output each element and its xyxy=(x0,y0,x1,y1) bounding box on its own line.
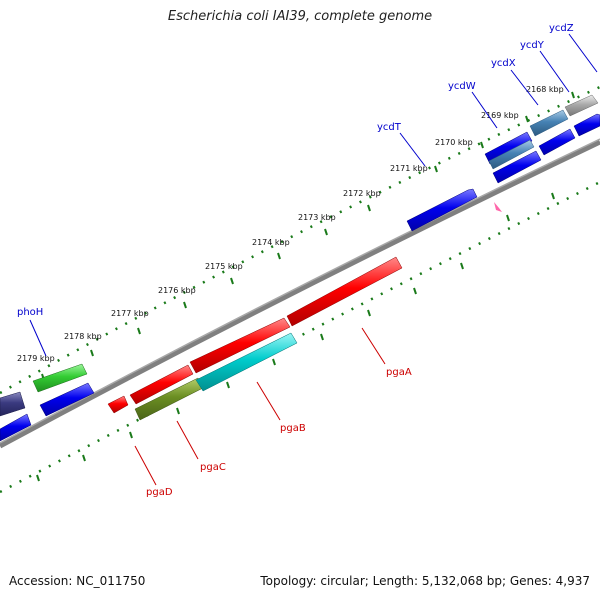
major-tick xyxy=(367,204,371,212)
major-tick xyxy=(367,309,371,317)
major-tick xyxy=(90,349,94,357)
gene-label-pgaD[interactable]: pgaD xyxy=(146,487,173,498)
major-tick xyxy=(272,358,276,366)
gene-feature[interactable] xyxy=(492,150,542,184)
gene-feature[interactable] xyxy=(189,317,291,374)
kbp-label: 2168 kbp xyxy=(526,85,564,94)
major-tick xyxy=(277,252,281,260)
kbp-label: 2172 kbp xyxy=(343,189,381,198)
gene-feature[interactable] xyxy=(484,131,533,165)
gene-feature[interactable] xyxy=(195,332,298,392)
gene-feature[interactable] xyxy=(488,139,535,170)
gene-feature[interactable] xyxy=(529,109,569,137)
strand-marker xyxy=(494,202,502,212)
kbp-label: 2169 kbp xyxy=(481,111,519,120)
kbp-label: 2175 kbp xyxy=(205,262,243,271)
gene-feature[interactable] xyxy=(39,382,95,417)
gene-label-ycdW[interactable]: ycdW xyxy=(448,81,476,92)
gene-label-ycdX[interactable]: ycdX xyxy=(491,58,516,69)
outer-label-leaders xyxy=(29,33,598,357)
kbp-label: 2174 kbp xyxy=(252,238,290,247)
major-tick xyxy=(551,192,555,200)
gene-feature[interactable] xyxy=(129,364,194,405)
genome-summary-text: Topology: circular; Length: 5,132,068 bp… xyxy=(260,574,590,588)
gene-feature[interactable] xyxy=(32,363,88,393)
kbp-label: 2173 kbp xyxy=(298,213,336,222)
major-tick xyxy=(176,407,180,415)
gene-label-pgaA[interactable]: pgaA xyxy=(386,367,412,378)
inner-gene-labels: pgaA pgaB pgaC pgaD xyxy=(146,367,412,498)
reverse-strand-features xyxy=(0,113,600,442)
inner-label-leaders xyxy=(134,327,386,486)
gene-feature[interactable] xyxy=(286,256,403,327)
gene-label-ycdY[interactable]: ycdY xyxy=(520,40,545,51)
gene-label-ycdZ[interactable]: ycdZ xyxy=(549,23,574,34)
major-tick xyxy=(434,165,438,173)
gene-feature[interactable] xyxy=(573,113,600,137)
accession-text: Accession: NC_011750 xyxy=(9,574,146,588)
major-tick xyxy=(506,214,510,222)
gene-label-pgaC[interactable]: pgaC xyxy=(200,462,226,473)
inner-major-ticks xyxy=(36,192,555,482)
genome-backbone xyxy=(0,139,600,449)
gene-feature[interactable] xyxy=(0,391,26,417)
major-tick xyxy=(129,431,133,439)
kbp-label: 2178 kbp xyxy=(64,332,102,341)
major-tick xyxy=(525,115,529,123)
gene-label-phoH[interactable]: phoH xyxy=(17,307,43,318)
major-tick xyxy=(324,228,328,236)
gene-feature[interactable] xyxy=(0,413,32,442)
major-tick xyxy=(226,381,230,389)
forward-strand-features xyxy=(0,94,599,417)
major-tick xyxy=(183,301,187,309)
outer-major-ticks xyxy=(41,91,575,381)
gene-feature[interactable] xyxy=(564,94,599,117)
kbp-label: 2176 kbp xyxy=(158,286,196,295)
major-tick xyxy=(320,333,324,341)
major-tick xyxy=(460,262,464,270)
map-title: Escherichia coli IAI39, complete genome xyxy=(167,9,433,24)
genome-backbone-highlight xyxy=(0,138,600,444)
major-tick xyxy=(82,454,86,462)
gene-feature[interactable] xyxy=(406,188,478,232)
kbp-labels: 2168 kbp 2169 kbp 2170 kbp 2171 kbp 2172 kbp… xyxy=(17,85,564,363)
outer-gene-labels: ycdZ ycdY ycdX ycdW ycdT phoH xyxy=(17,23,574,318)
major-tick xyxy=(480,141,484,149)
major-tick xyxy=(137,327,141,335)
major-tick xyxy=(230,277,234,285)
kbp-label: 2171 kbp xyxy=(390,164,428,173)
kbp-label: 2177 kbp xyxy=(111,309,149,318)
major-tick xyxy=(36,474,40,482)
gene-label-pgaB[interactable]: pgaB xyxy=(280,423,306,434)
outer-scale-ring xyxy=(0,85,600,395)
major-tick xyxy=(413,287,417,295)
gene-feature[interactable] xyxy=(538,128,576,156)
kbp-label: 2170 kbp xyxy=(435,138,473,147)
major-tick xyxy=(571,91,575,99)
gene-feature[interactable] xyxy=(107,395,129,414)
kbp-label: 2179 kbp xyxy=(17,354,55,363)
gene-label-ycdT[interactable]: ycdT xyxy=(377,122,402,133)
